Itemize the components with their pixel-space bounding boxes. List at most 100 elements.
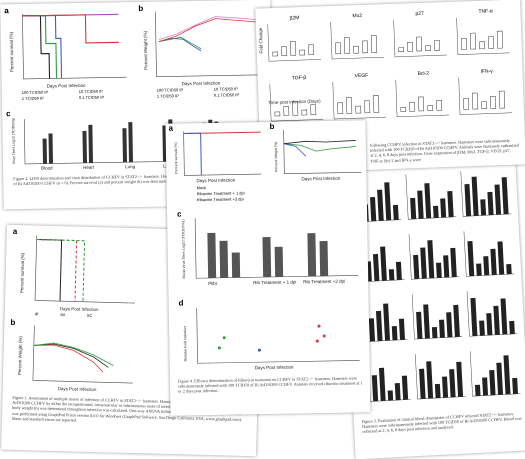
figure-shape — [476, 263, 482, 276]
figure-shape — [458, 77, 512, 115]
x-label: Days Post Infection — [301, 175, 341, 182]
figure-shape — [419, 368, 426, 399]
panel-title: Bcl-2 — [417, 70, 430, 78]
x-tick: Lung — [125, 164, 136, 170]
figure-shape — [183, 131, 262, 176]
figure-shape — [22, 15, 58, 79]
figure-shape — [509, 320, 515, 335]
figure-shape — [36, 238, 63, 302]
figure-shape — [307, 233, 317, 277]
figure-shape — [332, 82, 387, 120]
figure-shape — [493, 305, 500, 335]
figure-shape — [401, 375, 409, 400]
figure-shape — [395, 79, 450, 118]
figure-shape — [207, 232, 329, 279]
figure-shape — [439, 319, 445, 338]
figure-shape — [453, 304, 460, 338]
figure-shape — [36, 238, 78, 302]
figure-shape — [425, 45, 432, 52]
figure-shape — [501, 177, 509, 215]
page: Time post infection (Days) following CCH… — [255, 0, 525, 174]
figure-shape — [447, 190, 454, 218]
figure-shape — [486, 313, 493, 336]
figure-shape — [370, 197, 377, 222]
figure-shape — [506, 263, 512, 275]
figure-shape — [398, 47, 405, 52]
figure-shape — [317, 324, 321, 328]
legend-item: IP — [34, 311, 39, 317]
figure-shape — [33, 342, 114, 366]
figure-shape — [416, 36, 423, 52]
panel-title: VEGF — [354, 72, 369, 80]
figure — [183, 129, 362, 364]
figure-shape — [308, 44, 315, 56]
figure-shape — [387, 390, 394, 401]
figure-shape — [299, 49, 306, 56]
figure-shape — [434, 40, 441, 51]
figure-shape — [22, 14, 119, 44]
legend: Mock Ribavirin Treatment + 1 dpi Ribavirin… — [197, 184, 245, 203]
figure-shape — [479, 320, 485, 336]
panel-title: TNF-α — [478, 8, 493, 15]
panel-label: c — [6, 109, 11, 119]
y-label: Relative Fold Induction — [182, 325, 188, 362]
figure-shape — [272, 51, 279, 57]
figure-shape — [423, 304, 430, 339]
legend-item: IM — [60, 312, 65, 318]
figure-shape — [335, 42, 342, 55]
y-label: Percent Weight (%) — [273, 141, 279, 172]
figure-shape — [424, 183, 432, 219]
figure-shape — [483, 256, 490, 276]
figure-shape — [194, 218, 359, 279]
figure-shape — [281, 46, 288, 57]
figure-shape — [411, 294, 463, 340]
figure-shape — [183, 129, 362, 364]
figure-shape — [122, 128, 128, 163]
panel-title: p27 — [415, 10, 424, 18]
figure-shape — [405, 174, 457, 220]
y-label: Percent survival (%) — [8, 31, 15, 73]
y-label: Percent Weight (%) — [17, 336, 24, 376]
figure-shape — [494, 184, 502, 215]
figure-shape — [283, 106, 290, 116]
figure-shape — [231, 252, 241, 278]
figure-shape — [158, 18, 256, 42]
figure-shape — [469, 32, 477, 50]
x-label: Days Post Infection — [46, 82, 86, 89]
figure-shape — [158, 16, 259, 40]
figure-shape — [290, 41, 297, 56]
figure-shape — [196, 308, 360, 364]
figure-shape — [408, 234, 460, 280]
figure-shape — [490, 96, 497, 109]
legend-item: 1 TCID50 IP — [156, 93, 179, 99]
x-tick: Heart — [83, 164, 95, 170]
figure-shape — [283, 143, 356, 152]
figure — [267, 17, 512, 122]
page: a Percent survival (%) Days Post Infecti… — [1, 224, 262, 457]
legend: 100 TCID50 IP 1 TCID50 IP 10 TCID50 IP 0.1 … — [22, 88, 132, 102]
figure-shape — [48, 133, 54, 164]
figure-shape — [426, 361, 434, 399]
y-label: Virus Titers Log10 (TCID50/g) — [11, 117, 17, 165]
figure-shape — [418, 96, 425, 112]
figure-shape — [433, 205, 439, 218]
figure-shape — [33, 343, 109, 368]
figure-shape — [337, 102, 344, 115]
legend-item: 1 TCID50 IP — [21, 95, 44, 102]
panel-title: TGF-β — [291, 74, 307, 82]
figure-shape — [446, 312, 453, 338]
figure-shape — [344, 37, 351, 54]
figure-shape — [467, 240, 475, 277]
figure-shape — [498, 90, 506, 109]
figure-shape — [380, 246, 387, 281]
figure-shape — [464, 184, 472, 217]
figure-shape — [449, 369, 456, 398]
panel-title: IFN-γ — [480, 68, 493, 75]
figure-shape — [364, 100, 371, 114]
figure-shape — [450, 247, 457, 278]
figure-shape — [427, 240, 435, 279]
figure-shape — [283, 129, 362, 175]
figure-shape — [362, 40, 369, 54]
figure-shape — [469, 351, 521, 397]
